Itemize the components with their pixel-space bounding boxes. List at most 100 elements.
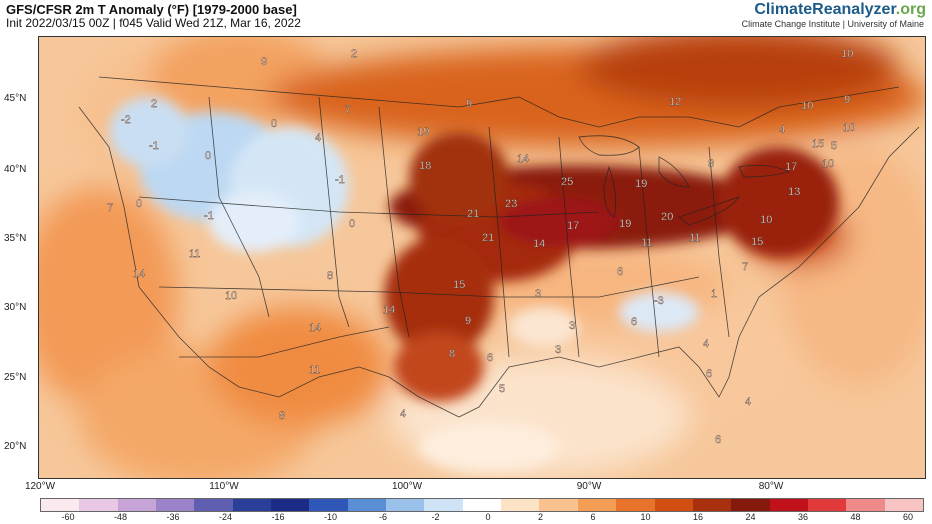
anomaly-value: 2 <box>351 48 357 60</box>
colorbar-tick-label: -48 <box>113 512 128 522</box>
colorbar-segment <box>654 499 693 511</box>
warm-anomaly <box>384 132 839 402</box>
anomaly-value: 6 <box>706 368 712 380</box>
colorbar-tick-label: 36 <box>797 512 809 522</box>
great-lakes <box>578 135 791 226</box>
colorbar-segment <box>884 499 923 511</box>
anomaly-value: 17 <box>785 161 797 173</box>
lon-label-110w: 110°W <box>209 481 239 492</box>
colorbar-segment <box>692 499 732 511</box>
colorbar-segment <box>347 499 387 511</box>
anomaly-value: 7 <box>742 261 748 273</box>
colorbar-tick-label: -6 <box>378 512 388 522</box>
lat-label-25n: 25°N <box>4 372 27 383</box>
lon-label-120w: 120°W <box>24 481 56 492</box>
brand-tld: .org <box>895 1 926 18</box>
anomaly-value: 0 <box>349 218 355 230</box>
colorbar-segment <box>156 499 195 511</box>
anomaly-value: 21 <box>482 232 494 244</box>
anomaly-value: 10 <box>843 122 855 134</box>
anomaly-value: 9 <box>465 315 471 327</box>
brand-name: ClimateReanalyzer <box>754 1 896 18</box>
anomaly-value: 7 <box>107 202 113 214</box>
colorbar-labels: -60 -48 -36 -24 -16 -10 -6 -2 0 2 6 10 16 24 36 48 60 <box>40 512 922 524</box>
colorbar-tick-label: -60 <box>61 512 75 522</box>
anomaly-map[interactable]: 9 2 10 2 7 9 12 10 9 -2 0 19 4 10 -1 0 4… <box>38 36 926 479</box>
anomaly-values: 9 2 10 2 7 9 12 10 9 -2 0 19 4 10 -1 0 4… <box>107 48 856 446</box>
anomaly-value: 4 <box>315 132 321 144</box>
colorbar-tick-label: 24 <box>745 512 756 522</box>
lon-label-90w: 90°W <box>576 481 602 492</box>
lat-label-45n: 45°N <box>4 93 27 104</box>
anomaly-value: 15 <box>751 236 763 248</box>
anomaly-value: 10 <box>822 158 834 170</box>
anomaly-value: 14 <box>517 153 529 165</box>
colorbar-segment <box>424 499 463 511</box>
colorbar-tick-label: 2 <box>537 512 544 522</box>
anomaly-value: 9 <box>466 98 472 110</box>
lat-label-20n: 20°N <box>4 441 27 452</box>
anomaly-value: 18 <box>419 160 431 172</box>
colorbar-segment <box>539 499 578 511</box>
colorbar-tick-label: 6 <box>590 512 596 522</box>
anomaly-value: 21 <box>467 208 479 220</box>
anomaly-value: 7 <box>345 104 351 116</box>
anomaly-value: 9 <box>844 94 850 106</box>
anomaly-value: 6 <box>617 266 623 278</box>
anomaly-value: 6 <box>715 434 721 446</box>
chart-subtitle: Init 2022/03/15 00Z | f045 Valid Wed 21Z… <box>6 16 301 30</box>
anomaly-value: 8 <box>279 410 285 422</box>
colorbar-tick-label: 10 <box>640 512 651 522</box>
colorbar <box>40 498 924 512</box>
lat-label-40n: 40°N <box>4 164 27 175</box>
state-borders <box>78 76 920 418</box>
colorbar-tick-label: -10 <box>323 512 338 522</box>
anomaly-value: 4 <box>703 338 709 350</box>
anomaly-value: 11 <box>641 237 652 249</box>
anomaly-value: 8 <box>327 270 333 282</box>
anomaly-value: 19 <box>417 126 429 138</box>
anomaly-value: 6 <box>631 316 637 328</box>
anomaly-value: 19 <box>635 178 647 190</box>
colorbar-segment <box>731 499 770 511</box>
colorbar-segment <box>577 499 617 511</box>
anomaly-value: 23 <box>505 198 517 210</box>
colorbar-segment <box>79 499 118 511</box>
anomaly-value: 4 <box>779 124 785 136</box>
anomaly-value: 14 <box>383 304 395 316</box>
anomaly-value: 6 <box>487 352 493 364</box>
chart-title: GFS/CFSR 2m T Anomaly (°F) [1979-2000 ba… <box>6 2 297 17</box>
colorbar-segment <box>501 499 540 511</box>
lon-label-100w: 100°W <box>391 481 423 492</box>
anomaly-value: 8 <box>708 158 714 170</box>
anomaly-value: 10 <box>760 214 772 226</box>
anomaly-value: 9 <box>261 56 267 68</box>
colorbar-segment <box>386 499 425 511</box>
brand-affiliation: Climate Change Institute | University of… <box>741 19 924 29</box>
lat-label-30n: 30°N <box>4 302 27 313</box>
lat-label-35n: 35°N <box>4 233 27 244</box>
colorbar-segment <box>769 499 808 511</box>
colorbar-segment <box>309 499 348 511</box>
colorbar-segment <box>41 499 80 511</box>
anomaly-value: 25 <box>561 176 573 188</box>
anomaly-value: 0 <box>271 118 277 130</box>
anomaly-value: 0 <box>136 198 142 210</box>
colorbar-tick-label: 16 <box>692 512 704 522</box>
colorbar-segment <box>616 499 655 511</box>
anomaly-value: 2 <box>151 98 157 110</box>
lon-label-80w: 80°W <box>758 481 784 492</box>
anomaly-value: -3 <box>654 295 664 307</box>
anomaly-value: 13 <box>788 186 800 198</box>
anomaly-value: 11 <box>189 248 200 260</box>
brand-logo[interactable]: ClimateReanalyzer.org <box>754 1 926 19</box>
anomaly-value: 17 <box>567 220 579 232</box>
anomaly-map-svg: 9 2 10 2 7 9 12 10 9 -2 0 19 4 10 -1 0 4… <box>39 37 925 478</box>
anomaly-value: 15 <box>453 279 465 291</box>
anomaly-value: -2 <box>121 114 131 126</box>
anomaly-value: 4 <box>745 396 751 408</box>
colorbar-tick-label: 48 <box>850 512 861 522</box>
anomaly-value: -1 <box>149 140 159 152</box>
anomaly-value: 20 <box>661 211 673 223</box>
colorbar-segment <box>194 499 233 511</box>
